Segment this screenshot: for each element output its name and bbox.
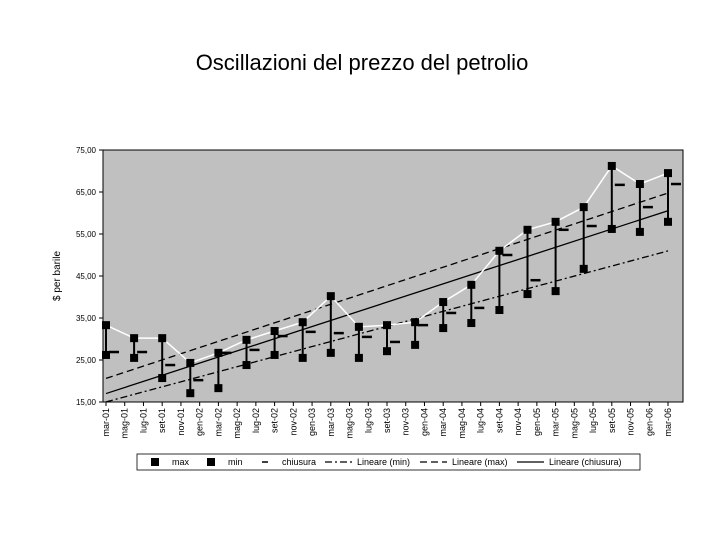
x-tick-label: nov-01: [176, 408, 186, 436]
x-tick-label: mag-03: [345, 408, 355, 439]
low-marker: [354, 353, 363, 362]
low-marker: [130, 353, 139, 362]
high-marker: [579, 203, 588, 212]
x-tick-label: nov-03: [401, 408, 411, 436]
x-tick-label: lug-03: [363, 408, 373, 433]
x-tick-label: lug-02: [251, 408, 261, 433]
y-tick-label: 65,00: [76, 188, 97, 197]
low-marker: [607, 224, 616, 233]
high-marker: [635, 180, 644, 189]
high-marker: [383, 321, 391, 330]
legend-label: min: [228, 457, 243, 467]
y-tick-label: 35,00: [76, 314, 97, 323]
low-marker: [411, 340, 420, 349]
x-tick-label: gen-03: [307, 408, 317, 436]
high-marker: [326, 292, 335, 301]
legend-label: chiusura: [282, 457, 316, 467]
trend-line: [105, 210, 669, 395]
legend-marker: [151, 458, 159, 466]
high-marker: [186, 358, 195, 367]
x-tick-label: mag-04: [457, 408, 467, 439]
low-marker: [635, 227, 644, 236]
x-tick-label: mar-03: [326, 408, 336, 437]
y-tick-label: 25,00: [76, 356, 97, 365]
low-marker: [439, 324, 448, 333]
x-tick-label: set-05: [607, 408, 617, 433]
low-marker: [186, 389, 195, 398]
high-marker: [102, 321, 110, 330]
high-marker: [495, 246, 504, 255]
high-marker: [270, 327, 279, 336]
low-marker: [102, 350, 110, 359]
x-tick-label: mar-04: [438, 408, 448, 437]
x-tick-label: set-04: [494, 408, 504, 433]
high-marker: [411, 318, 420, 327]
low-marker: [551, 287, 560, 296]
x-tick-label: lug-05: [588, 408, 598, 433]
legend-marker: [207, 458, 215, 466]
high-marker: [607, 161, 616, 170]
x-tick-label: gen-02: [195, 408, 205, 436]
low-marker: [579, 264, 588, 273]
x-tick-label: mar-01: [101, 408, 111, 437]
y-tick-label: 55,00: [76, 230, 97, 239]
high-marker: [130, 334, 139, 343]
x-tick-label: mar-02: [213, 408, 223, 437]
x-tick-label: gen-04: [419, 408, 429, 436]
legend-label: Lineare (max): [452, 457, 508, 467]
x-tick-label: mag-01: [120, 408, 130, 439]
high-marker: [298, 318, 307, 327]
high-marker: [242, 335, 251, 344]
x-tick-label: lug-01: [138, 408, 148, 433]
x-tick-label: lug-04: [476, 408, 486, 433]
low-marker: [214, 384, 223, 393]
low-marker: [270, 350, 279, 359]
x-tick-label: gen-06: [644, 408, 654, 436]
high-marker: [354, 322, 363, 331]
legend-label: max: [172, 457, 190, 467]
x-tick-label: nov-04: [513, 408, 523, 436]
high-marker: [214, 348, 223, 357]
x-tick-label: mag-02: [232, 408, 242, 439]
y-tick-label: 45,00: [76, 272, 97, 281]
low-marker: [326, 348, 335, 357]
x-tick-label: mar-06: [663, 408, 673, 437]
x-tick-label: nov-05: [626, 408, 636, 436]
legend-box: [136, 453, 641, 471]
high-marker: [467, 280, 476, 289]
low-marker: [242, 361, 251, 370]
legend-label: Lineare (min): [357, 457, 410, 467]
x-tick-label: nov-02: [288, 408, 298, 436]
x-tick-label: set-02: [270, 408, 280, 433]
legend-label: Lineare (chiusura): [549, 457, 622, 467]
low-marker: [467, 319, 476, 328]
y-tick-label: 75,00: [76, 146, 97, 155]
low-marker: [495, 306, 504, 315]
x-tick-label: mag-05: [569, 408, 579, 439]
y-axis-label: $ per barile: [52, 251, 63, 301]
low-marker: [298, 353, 307, 362]
chart-title: Oscillazioni del prezzo del petrolio: [196, 50, 529, 75]
x-tick-label: gen-05: [532, 408, 542, 436]
high-marker: [664, 169, 672, 178]
low-marker: [158, 374, 167, 383]
low-marker: [664, 217, 672, 226]
high-marker: [158, 334, 167, 343]
x-tick-label: set-03: [382, 408, 392, 433]
high-marker: [523, 225, 532, 234]
x-tick-label: set-01: [157, 408, 167, 433]
x-tick-label: mar-05: [551, 408, 561, 437]
low-marker: [383, 347, 391, 356]
high-marker: [439, 298, 448, 307]
high-marker: [551, 217, 560, 226]
low-marker: [523, 290, 532, 299]
y-tick-label: 15,00: [76, 398, 97, 407]
